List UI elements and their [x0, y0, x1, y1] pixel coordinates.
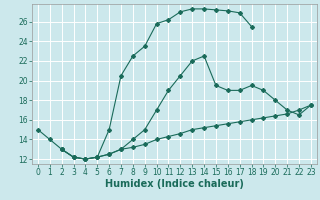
X-axis label: Humidex (Indice chaleur): Humidex (Indice chaleur)	[105, 179, 244, 189]
